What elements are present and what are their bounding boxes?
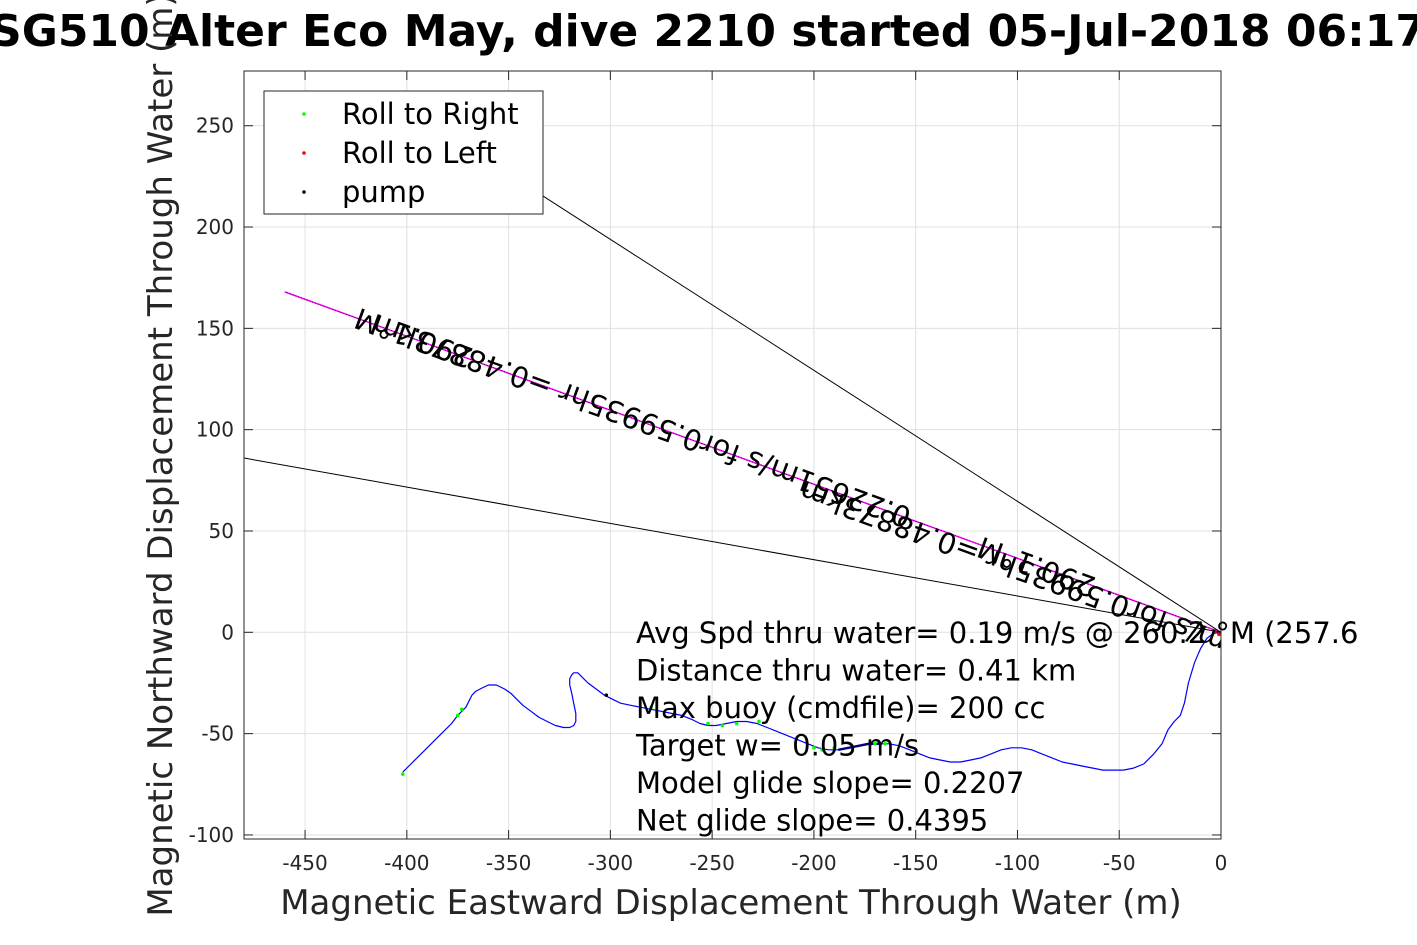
stat-line: Net glide slope= 0.4395 <box>636 804 988 838</box>
legend-box <box>263 90 544 215</box>
stat-line: Model glide slope= 0.2207 <box>636 766 1024 800</box>
pump-point <box>604 693 609 697</box>
roll-right-point <box>706 721 710 726</box>
x-tick-label: -100 <box>995 851 1040 875</box>
plot-frame <box>243 70 1222 840</box>
track-line <box>402 631 1221 773</box>
roll-right-point <box>873 741 877 746</box>
roll-right-point <box>734 721 739 726</box>
x-tick-label: -200 <box>791 851 836 875</box>
legend-label: Roll to Left <box>342 136 497 170</box>
x-tick-label: -300 <box>588 851 633 875</box>
legend-label: Roll to Right <box>342 97 519 131</box>
x-tick-label: -350 <box>486 851 531 875</box>
x-tick-label: -400 <box>384 851 429 875</box>
y-tick-label: 50 <box>209 519 234 543</box>
reference-line-lower-bound <box>244 457 1221 633</box>
y-axis-label: Magnetic Northward Displacement Through … <box>141 0 181 917</box>
roll-right-point <box>832 746 837 750</box>
roll-right-point <box>455 713 460 718</box>
stats-block: Avg Spd thru water= 0.19 m/s @ 260.2 °M … <box>635 616 1358 838</box>
y-tick-label: -100 <box>189 823 234 847</box>
y-tick-label: 200 <box>196 215 234 239</box>
roll-right-point <box>883 741 887 746</box>
x-tick-label: 0 <box>1215 851 1228 875</box>
reference-line-heading-overlay <box>284 291 1221 633</box>
x-tick-label: -150 <box>893 851 938 875</box>
reference-line-upper-bound <box>518 180 1221 633</box>
roll-right-point <box>757 719 761 724</box>
roll-right-point <box>400 772 405 776</box>
roll-right-point <box>720 723 725 728</box>
stat-line: Avg Spd thru water= 0.19 m/s @ 260.2 °M … <box>636 616 1358 650</box>
x-tick-label: -250 <box>689 851 734 875</box>
legend-marker <box>302 112 306 116</box>
y-tick-label: 150 <box>196 316 234 340</box>
y-tick-label: -50 <box>201 722 234 746</box>
track-line-dense <box>838 742 880 752</box>
x-axis-label: Magnetic Eastward Displacement Through W… <box>280 883 1182 923</box>
roll-right-point <box>820 748 824 752</box>
legend: Roll to Right Roll to Left pump <box>263 90 544 215</box>
data-layer <box>244 180 1221 776</box>
legend-marker <box>302 151 306 155</box>
roll-right-point <box>649 705 653 710</box>
y-tick-label: 100 <box>196 418 234 442</box>
roll-right-point <box>812 746 816 750</box>
roll-left-point <box>1213 630 1217 635</box>
roll-right-point <box>459 707 464 712</box>
legend-label: pump <box>342 175 425 209</box>
roll-left-point <box>1217 632 1221 637</box>
stat-line: Distance thru water= 0.41 km <box>636 654 1076 688</box>
x-tick-label: -50 <box>1103 851 1136 875</box>
chart-title: SG510 Alter Eco May, dive 2210 started 0… <box>0 6 1417 57</box>
y-axis-ticks: -100 -50 0 50 100 150 200 250 <box>189 114 1221 847</box>
stat-line: Max buoy (cmdfile)= 200 cc <box>636 691 1045 725</box>
legend-marker <box>302 190 306 194</box>
stat-line: Target w= 0.05 m/s <box>635 729 919 763</box>
y-tick-label: 0 <box>221 620 234 644</box>
y-tick-label: 250 <box>196 114 234 138</box>
x-axis-ticks: -450 -400 -350 -300 -250 -200 -150 -100 -50 0 <box>282 71 1227 875</box>
x-tick-label: -450 <box>282 851 327 875</box>
